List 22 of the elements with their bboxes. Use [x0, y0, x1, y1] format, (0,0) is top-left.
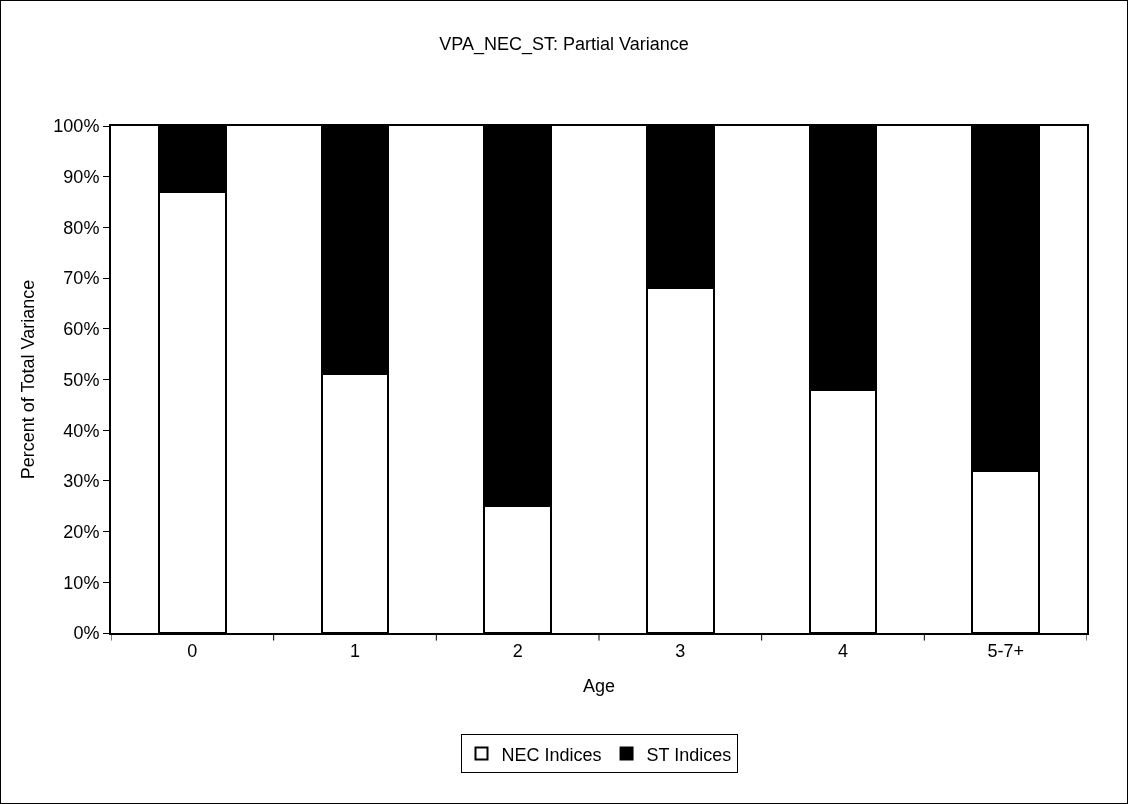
y-tick-label: 50%	[63, 369, 100, 390]
y-tick-label: 80%	[63, 217, 100, 238]
y-tick-label: 30%	[63, 471, 100, 492]
y-tick-label: 70%	[63, 268, 100, 289]
y-tick-label: 60%	[63, 319, 100, 340]
chart-title: VPA_NEC_ST: Partial Variance	[439, 33, 689, 55]
x-tick-label: 3	[675, 640, 686, 661]
legend-label: ST Indices	[646, 744, 732, 765]
x-tick-label: 1	[349, 640, 361, 661]
x-tick-label: 2	[512, 640, 523, 661]
x-tick-label: 5-7+	[987, 640, 1024, 661]
y-axis-title: Percent of Total Variance	[18, 279, 39, 480]
y-tick-label: 90%	[63, 167, 100, 187]
x-tick-label: 0	[187, 640, 198, 661]
x-tick-label: 4	[837, 640, 849, 661]
y-tick-label: 100%	[53, 116, 100, 137]
y-tick-label: 20%	[63, 521, 100, 542]
y-tick-label: 40%	[63, 420, 100, 441]
x-axis-title: Age	[582, 676, 616, 697]
legend-label: NEC Indices	[501, 744, 602, 765]
y-tick-label: 0%	[73, 623, 100, 644]
y-tick-label: 10%	[63, 572, 100, 593]
